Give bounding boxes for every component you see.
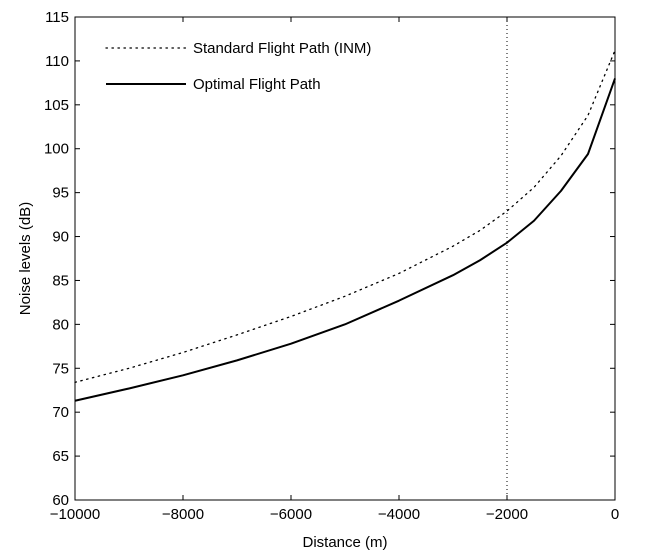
series-lines bbox=[74, 49, 616, 402]
y-tick-label: 75 bbox=[52, 360, 69, 377]
legend-label-optimal: Optimal Flight Path bbox=[193, 76, 321, 93]
x-tick-label: −8000 bbox=[162, 506, 204, 523]
axis-ticks: −10000 −8000 −6000 −4000 −2000 0 60 65 70 75 80 85 9… bbox=[44, 9, 619, 523]
legend: Standard Flight Path (INM) Optimal Fligh… bbox=[105, 40, 371, 93]
y-tick-label: 65 bbox=[52, 448, 69, 465]
x-tick-label: −6000 bbox=[270, 506, 312, 523]
series-line-optimal bbox=[74, 78, 616, 402]
x-axis-title: Distance (m) bbox=[302, 534, 387, 551]
x-tick-label: −10000 bbox=[50, 506, 100, 523]
y-tick-label: 60 bbox=[52, 492, 69, 509]
x-tick-label: −2000 bbox=[486, 506, 528, 523]
y-tick-label: 90 bbox=[52, 229, 69, 246]
y-tick-label: 80 bbox=[52, 316, 69, 333]
y-tick-label: 100 bbox=[44, 141, 69, 158]
series-line-standard bbox=[74, 49, 616, 383]
y-tick-label: 105 bbox=[44, 97, 69, 114]
y-tick-label: 85 bbox=[52, 272, 69, 289]
x-tick-label: 0 bbox=[611, 506, 619, 523]
y-axis-title: Noise levels (dB) bbox=[17, 202, 34, 315]
x-tick-label: −4000 bbox=[378, 506, 420, 523]
y-tick-label: 115 bbox=[45, 9, 69, 26]
plot-area-frame bbox=[74, 16, 616, 501]
y-tick-label: 110 bbox=[45, 53, 69, 70]
legend-label-standard: Standard Flight Path (INM) bbox=[193, 40, 371, 57]
y-tick-label: 95 bbox=[52, 185, 69, 202]
y-tick-label: 70 bbox=[52, 404, 69, 421]
